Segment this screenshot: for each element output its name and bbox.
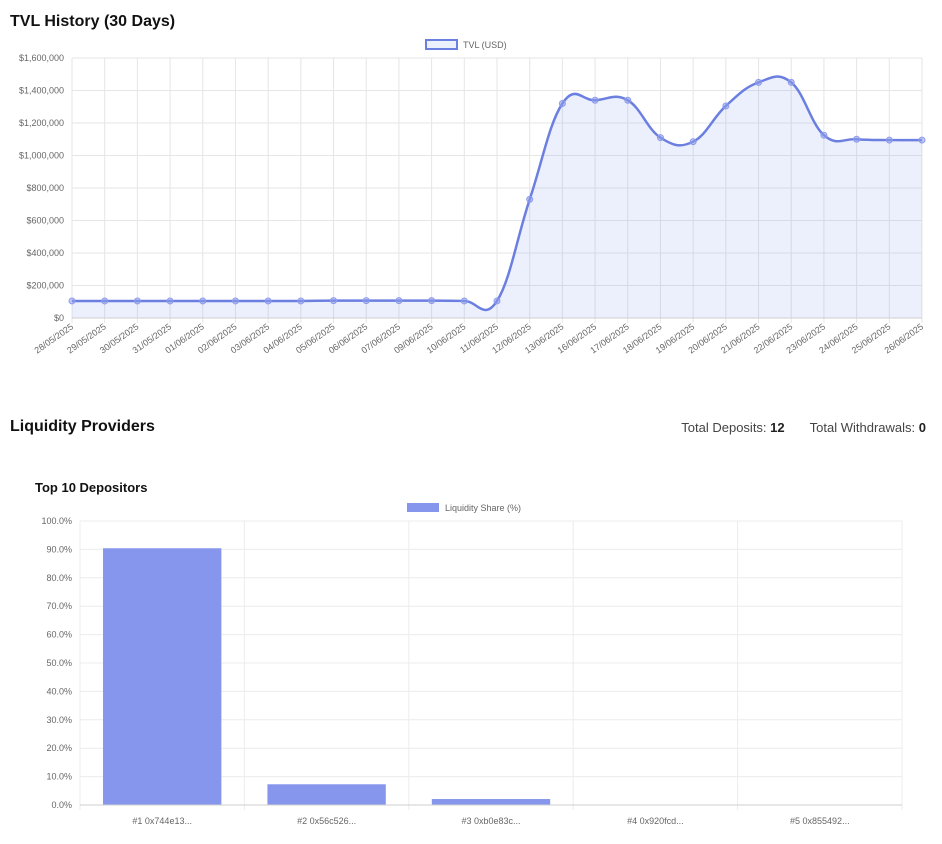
depositor-bar xyxy=(431,799,551,805)
y-tick-label: 100.0% xyxy=(41,516,72,526)
y-tick-label: 20.0% xyxy=(46,743,72,753)
tvl-data-point xyxy=(395,297,403,305)
x-category-label: #5 0x855492... xyxy=(790,816,850,826)
top-depositors-chart: Liquidity Share (%) 0.0% 10.0% 20.0% 30.0% 40… xyxy=(41,503,903,826)
tvl-data-point xyxy=(591,96,599,104)
tvl-data-point xyxy=(297,297,305,305)
depositor-bar xyxy=(267,784,386,805)
y-tick-label: 0.0% xyxy=(51,800,72,810)
tvl-data-point xyxy=(918,136,926,144)
y-tick-label: $1,000,000 xyxy=(19,151,64,161)
y-tick-label: 60.0% xyxy=(46,630,72,640)
legend-label-share: Liquidity Share (%) xyxy=(445,503,521,513)
y-tick-label: $1,400,000 xyxy=(19,86,64,96)
y-tick-label: $1,200,000 xyxy=(19,118,64,128)
y-tick-label: 50.0% xyxy=(46,658,72,668)
tvl-data-point xyxy=(264,297,272,305)
tvl-data-point xyxy=(689,138,697,146)
tvl-area-fill xyxy=(72,76,922,319)
tvl-data-point xyxy=(330,297,338,305)
tvl-data-point xyxy=(526,195,534,203)
top-depositors-title: Top 10 Depositors xyxy=(35,480,148,495)
tvl-data-point xyxy=(820,131,828,139)
tvl-data-point xyxy=(624,96,632,104)
y-tick-label: $200,000 xyxy=(26,281,64,291)
tvl-data-point xyxy=(166,297,174,305)
liquidity-providers-title: Liquidity Providers xyxy=(10,418,155,435)
y-tick-label: 70.0% xyxy=(46,601,72,611)
total-deposits-value: 12 xyxy=(770,420,785,435)
tvl-data-point xyxy=(558,100,566,107)
y-tick-label: $1,600,000 xyxy=(19,53,64,63)
tvl-data-point xyxy=(885,136,893,144)
tvl-data-point xyxy=(428,297,436,305)
tvl-history-title: TVL History (30 Days) xyxy=(10,13,176,30)
tvl-data-point xyxy=(362,297,370,305)
tvl-data-point xyxy=(853,135,861,143)
depositor-bar xyxy=(103,548,222,805)
tvl-data-point xyxy=(722,102,730,110)
total-withdrawals-value: 0 xyxy=(918,420,926,435)
x-category-label: #2 0x56c526... xyxy=(297,816,356,826)
tvl-data-point xyxy=(656,134,664,142)
provider-stats: Total Deposits: 12 Total Withdrawals: 0 xyxy=(681,420,926,435)
y-tick-label: 10.0% xyxy=(46,772,72,782)
y-tick-label: $600,000 xyxy=(26,216,64,226)
tvl-data-point xyxy=(493,297,501,305)
y-tick-label: 90.0% xyxy=(46,544,72,554)
tvl-data-point xyxy=(755,78,763,86)
total-deposits-label: Total Deposits: xyxy=(681,420,767,435)
y-tick-label: 30.0% xyxy=(46,715,72,725)
tvl-data-point xyxy=(68,297,76,305)
y-tick-label: $0 xyxy=(54,313,64,323)
tvl-line xyxy=(72,75,923,312)
y-tick-label: 80.0% xyxy=(46,573,72,583)
tvl-data-point xyxy=(199,297,207,305)
x-category-label: #4 0x920fcd... xyxy=(627,816,684,826)
total-withdrawals-label: Total Withdrawals: xyxy=(809,420,916,435)
y-tick-label: 40.0% xyxy=(46,686,72,696)
x-category-label: #1 0x744e13... xyxy=(132,816,192,826)
tvl-data-point xyxy=(460,297,468,305)
x-category-label: #3 0xb0e83c... xyxy=(461,816,520,826)
tvl-history-chart: TVL (USD) $0 $200,000 $400,000 $600,000 $800,… xyxy=(19,39,926,355)
legend-swatch-tvl xyxy=(425,39,458,50)
y-tick-label: $800,000 xyxy=(26,183,64,193)
legend-swatch-share xyxy=(407,503,439,512)
y-tick-label: $400,000 xyxy=(26,248,64,258)
tvl-data-point xyxy=(133,297,141,305)
legend-label-tvl: TVL (USD) xyxy=(463,40,507,50)
tvl-data-point xyxy=(231,297,239,305)
tvl-data-point xyxy=(787,78,795,86)
tvl-data-point xyxy=(101,297,109,305)
